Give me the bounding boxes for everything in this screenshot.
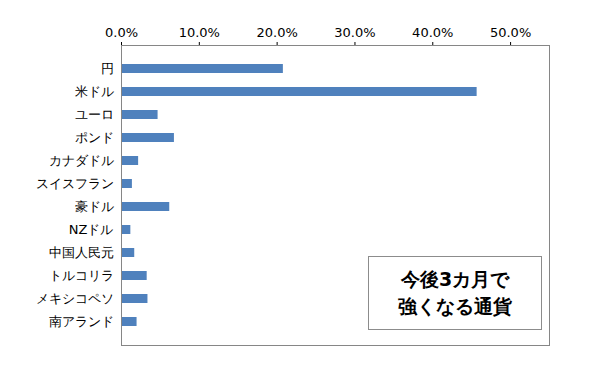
- svg-text:10.0%: 10.0%: [179, 25, 220, 40]
- svg-text:カナダドル: カナダドル: [49, 153, 114, 168]
- svg-text:トルコリラ: トルコリラ: [49, 268, 114, 283]
- svg-text:20.0%: 20.0%: [256, 25, 297, 40]
- svg-text:スイスフラン: スイスフラン: [36, 176, 114, 191]
- svg-text:メキシコペソ: メキシコペソ: [36, 291, 114, 306]
- html-text:強くなる通貨: 強くなる通貨: [398, 295, 512, 317]
- html-text:今後3カ月で: 今後3カ月で: [400, 268, 510, 290]
- svg-text:40.0%: 40.0%: [412, 25, 453, 40]
- svg-text:0.0%: 0.0%: [105, 25, 138, 40]
- svg-text:中国人民元: 中国人民元: [49, 245, 114, 260]
- svg-text:南アランド: 南アランド: [49, 314, 114, 329]
- svg-text:ユーロ: ユーロ: [75, 107, 114, 122]
- svg-text:30.0%: 30.0%: [334, 25, 375, 40]
- svg-text:NZドル: NZドル: [69, 222, 114, 237]
- svg-text:ポンド: ポンド: [75, 130, 114, 145]
- svg-text:豪ドル: 豪ドル: [75, 199, 114, 214]
- svg-text:50.0%: 50.0%: [490, 25, 531, 40]
- svg-text:円: 円: [101, 61, 114, 76]
- svg-text:米ドル: 米ドル: [75, 84, 114, 99]
